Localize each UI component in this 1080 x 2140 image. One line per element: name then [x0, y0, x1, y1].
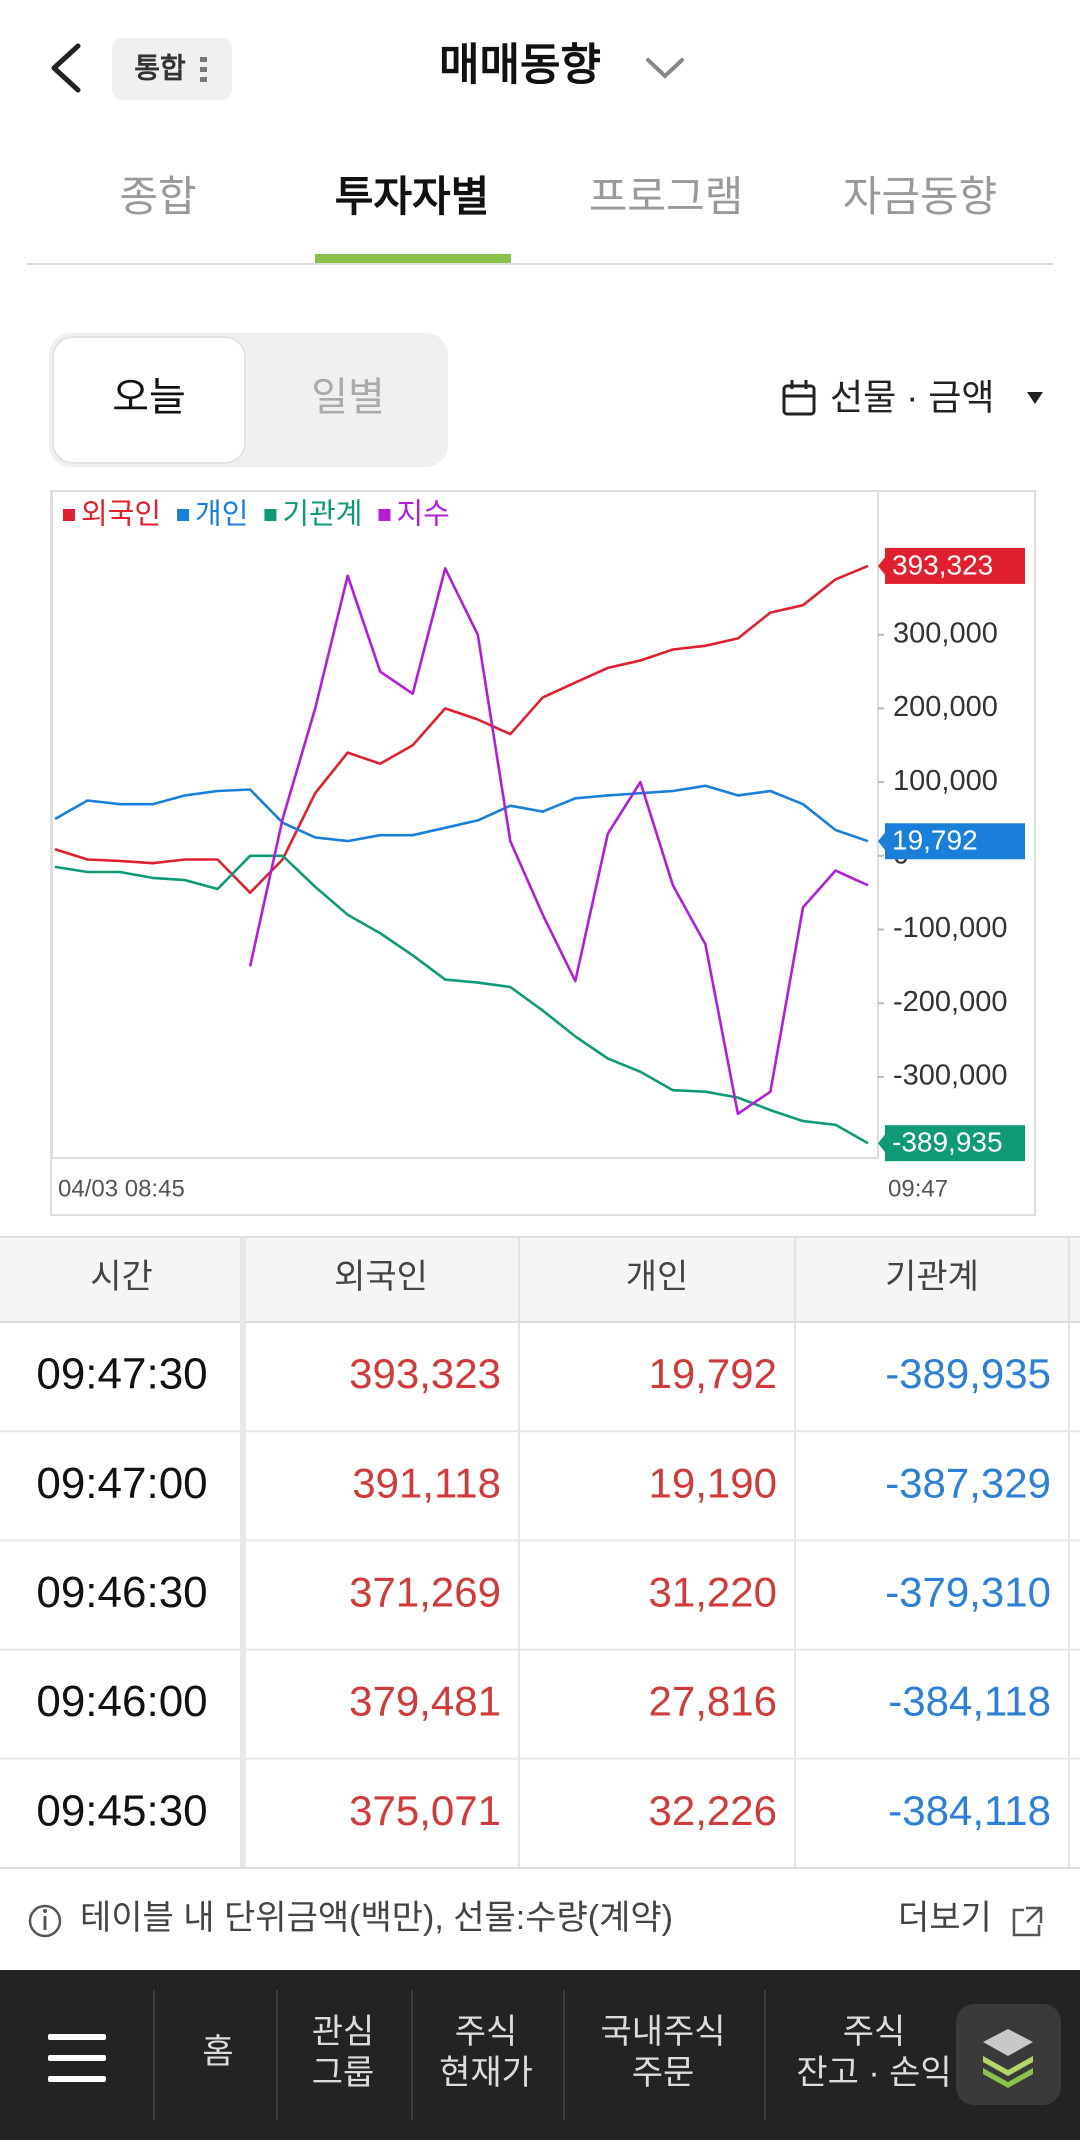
calendar-icon[interactable] [782, 380, 816, 416]
value-cell: 19,190 [649, 1459, 777, 1506]
time-cell: 09:47:00 [36, 1459, 207, 1508]
nav-label[interactable]: 주식 [455, 2013, 518, 2051]
value-cell: 393,323 [349, 1350, 501, 1397]
legend-label: 외국인 [81, 499, 161, 531]
end-label-pointer [878, 831, 886, 852]
series-line [54, 784, 869, 843]
end-label-pointer [878, 555, 886, 576]
table-header: 외국인 [334, 1258, 428, 1296]
bottom-nav [0, 1970, 1080, 2140]
table: 시간 외국인 개인 기관계 09:47:30 393,323 19,792 -389,935 0… [0, 1237, 1080, 1869]
note: 테이블 내 단위금액(백만), 선물:수량(계약) [80, 1899, 673, 1937]
segment-label[interactable]: 일별 [311, 376, 385, 420]
end-label-box [885, 823, 1025, 860]
legend-label: 개인 [195, 499, 248, 531]
legend-swatch [378, 509, 391, 521]
tab[interactable]: 종합 [119, 173, 196, 220]
badge-dots [200, 57, 207, 82]
nav-label[interactable]: 주문 [632, 2054, 695, 2092]
value-cell: 27,816 [649, 1678, 777, 1725]
info-icon [43, 1909, 47, 1913]
value-cell: 19,792 [649, 1350, 777, 1397]
time-cell: 09:46:30 [36, 1568, 207, 1617]
y-tick-label: 300,000 [893, 617, 998, 649]
end-label-box [885, 547, 1025, 584]
value-cell: -384,118 [888, 1678, 1051, 1725]
y-tick-label: -300,000 [893, 1060, 1008, 1092]
badge[interactable] [112, 38, 232, 100]
value-cell: -389,935 [885, 1350, 1051, 1397]
tabs: 종합 투자자별 프로그램 자금동향 [119, 173, 997, 220]
title-chevron[interactable] [646, 58, 684, 79]
value-cell: -379,310 [885, 1568, 1051, 1615]
y-tick-label: -200,000 [893, 986, 1008, 1018]
series-line [54, 564, 869, 894]
dropdown-arrow[interactable] [1027, 392, 1043, 404]
menu-button[interactable] [48, 2034, 106, 2082]
value-cell: -384,118 [888, 1787, 1051, 1834]
tab-indicator [315, 254, 511, 263]
nav-label[interactable]: 잔고 · 손익 [796, 2054, 951, 2092]
badge-text: 통합 [134, 52, 186, 83]
column-shadow [240, 1237, 246, 1868]
segment-active[interactable] [52, 336, 246, 464]
x-tick-label: 09:47 [888, 1175, 948, 1202]
value-cell: 375,071 [349, 1787, 501, 1834]
y-tick-label: 200,000 [893, 691, 998, 723]
value-cell: 371,269 [349, 1568, 501, 1615]
nav-label[interactable]: 관심 [312, 2013, 375, 2051]
page-title: 매매동향 [439, 41, 601, 90]
dropdown-label[interactable]: 선물 · 금액 [830, 377, 994, 418]
value-cell: 379,481 [349, 1678, 501, 1725]
time-cell: 09:47:30 [36, 1350, 207, 1399]
nav-label[interactable]: 주식 [843, 2013, 906, 2051]
back-button[interactable] [51, 43, 81, 93]
legend-label: 기관계 [282, 499, 362, 531]
value-cell: -387,329 [885, 1459, 1051, 1506]
tab[interactable]: 프로그램 [589, 173, 744, 220]
time-cell: 09:45:30 [36, 1786, 207, 1835]
tab[interactable]: 투자자별 [335, 173, 490, 220]
end-label: -389,935 [892, 1127, 1003, 1158]
legend-swatch [264, 509, 277, 521]
nav-label[interactable]: 홈 [202, 2033, 233, 2071]
external-icon[interactable] [1012, 1906, 1043, 1937]
nav-label[interactable]: 그룹 [312, 2054, 375, 2092]
more-link[interactable]: 더보기 [898, 1899, 992, 1937]
table-header: 시간 [90, 1258, 153, 1296]
plot-area [51, 490, 879, 1159]
nav-label[interactable]: 국내주식 [600, 2013, 725, 2051]
end-label-box [885, 1125, 1025, 1162]
layers-icon [983, 2029, 1033, 2088]
x-tick-label: 04/03 08:45 [58, 1175, 185, 1202]
chart-frame [50, 490, 1036, 1216]
table-header: 기관계 [885, 1258, 979, 1296]
series-line [54, 854, 869, 1145]
series-line [248, 567, 869, 1116]
table-header: 개인 [626, 1258, 689, 1296]
info-icon [28, 1904, 62, 1938]
end-label-pointer [878, 1133, 886, 1154]
end-label: 393,323 [892, 549, 993, 580]
table-header-bg [0, 1237, 1080, 1322]
end-label: 19,792 [892, 825, 978, 856]
value-cell: 32,226 [649, 1787, 777, 1834]
segment-label[interactable]: 오늘 [112, 376, 186, 420]
tab[interactable]: 자금동향 [843, 173, 998, 220]
y-tick-label: -100,000 [893, 912, 1008, 944]
value-cell: 391,118 [352, 1459, 501, 1506]
time-cell: 09:46:00 [36, 1677, 207, 1726]
chart: 300,000200,000100,0000-100,000-200,000-3… [54, 499, 1025, 1202]
legend-label: 지수 [396, 499, 449, 531]
legend-swatch [63, 509, 75, 521]
legend-swatch [177, 509, 190, 521]
value-cell: 31,220 [649, 1568, 777, 1615]
nav-label[interactable]: 현재가 [439, 2054, 533, 2092]
y-tick-label: 100,000 [893, 765, 998, 797]
